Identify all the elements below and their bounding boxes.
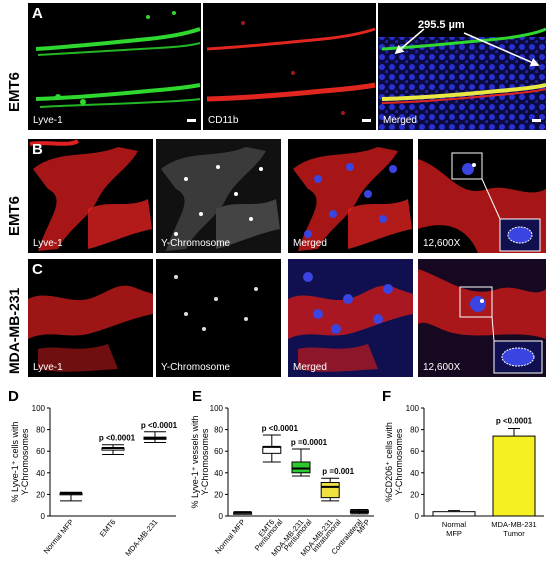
x-tick-label: MFP (446, 529, 462, 538)
distance-annotation: 295.5 µm (418, 19, 465, 31)
tile-label: Merged (293, 238, 327, 249)
bar (492, 435, 536, 517)
y-tick-label: 20 (214, 490, 223, 499)
micrograph-c-merged (288, 259, 413, 377)
box (320, 482, 340, 499)
micrograph-b-lyve1 (29, 139, 152, 251)
y-tick-label: 100 (406, 404, 420, 413)
tile-label: Merged (383, 115, 417, 126)
row-label-c: MDA-MB-231 (6, 287, 22, 374)
y-tick-label: 0 (41, 512, 46, 521)
chart-f: %CD206⁺ cells with Y-Chromosomes 0 20 40 60 80… (384, 404, 544, 538)
tile-c-merged: Merged (288, 259, 413, 377)
y-axis-label: Y-Chromosomes (394, 428, 404, 495)
tile-c-zoom: 12,600X (418, 259, 546, 377)
tile-a-merged: 295.5 µm Merged (378, 3, 546, 130)
scale-bar (532, 119, 541, 122)
micrograph-a-merged (378, 27, 546, 130)
micrograph-a-lyve1 (35, 11, 201, 108)
tile-label: Y-Chromosome (161, 362, 231, 373)
y-tick-label: 60 (214, 447, 223, 456)
y-axis-label: % Lyve-1⁺ cells with (10, 422, 20, 503)
y-tick-label: 0 (219, 512, 224, 521)
y-tick-label: 20 (410, 490, 419, 499)
y-tick-label: 40 (410, 469, 419, 478)
x-tick-label: Tumor (503, 529, 525, 538)
chart-e: % Lyve-1⁺ vessels with Y-Chromosomes 0 20 40… (190, 404, 374, 558)
box (291, 461, 311, 474)
row-label-a: EMT6 (6, 71, 23, 112)
micrograph-c-zoom (418, 259, 546, 377)
panel-letter-f: F (382, 388, 392, 405)
panel-letter-b: B (32, 141, 43, 158)
x-tick-label: Normal MFP (213, 518, 247, 556)
row-label-b: EMT6 (6, 195, 23, 236)
tile-a-lyve1: A Lyve-1 (28, 3, 201, 130)
y-axis-label: Y-Chromosomes (200, 428, 210, 495)
micrograph-c-lyve1 (28, 285, 153, 372)
tile-b-merged: Merged (288, 139, 413, 253)
x-tick-label: Normal (442, 520, 467, 529)
y-tick-label: 40 (36, 469, 45, 478)
scale-bar (187, 119, 196, 122)
tile-label: Lyve-1 (33, 238, 63, 249)
tile-label: 12,600X (423, 238, 461, 249)
y-tick-label: 80 (36, 426, 45, 435)
y-axis-label: % Lyve-1⁺ vessels with (190, 416, 200, 509)
panel-letter-c: C (32, 261, 43, 278)
tile-b-zoom: 12,600X (418, 139, 546, 253)
chart-d: % Lyve-1⁺ cells with Y-Chromosomes 0 20 40 60… (10, 404, 178, 559)
micrograph-c-ychrom (174, 275, 258, 331)
panel-letter-e: E (192, 388, 203, 405)
micrograph-b-ychrom (161, 147, 280, 251)
panel-c: MDA-MB-231 C Lyve-1 Y-Chromosome Merged (0, 256, 550, 380)
tile-b-lyve1: B Lyve-1 (28, 139, 153, 253)
x-tick-label: MDA-MB-231 (491, 520, 536, 529)
p-value-label: p =0.0001 (291, 438, 328, 447)
y-tick-label: 100 (210, 404, 224, 413)
y-axis-label: Y-Chromosomes (20, 428, 30, 495)
y-tick-label: 80 (410, 426, 419, 435)
y-tick-label: 40 (214, 469, 223, 478)
tile-b-ychrom: Y-Chromosome (156, 139, 281, 253)
tile-label: Merged (293, 362, 327, 373)
p-value-label: p <0.0001 (141, 421, 178, 430)
p-value-label: p =0.001 (322, 467, 354, 476)
tile-label: Lyve-1 (33, 362, 63, 373)
x-tick-label: EMT6 (98, 518, 118, 539)
panel-letter-d: D (8, 388, 19, 405)
tile-a-cd11b: CD11b (203, 3, 376, 130)
panel-a: EMT6 A Lyve-1 CD11b (0, 0, 550, 135)
scale-bar (362, 119, 371, 122)
y-tick-label: 20 (36, 490, 45, 499)
panel-b: EMT6 B Lyve-1 Y-Chromosome Merg (0, 136, 550, 256)
tile-label: 12,600X (423, 362, 461, 373)
micrograph-a-cd11b (206, 21, 376, 115)
panel-letter-a: A (32, 5, 43, 22)
x-tick-label: Normal MFP (42, 518, 76, 556)
tile-label: Lyve-1 (33, 115, 63, 126)
p-value-label: p <0.0001 (99, 434, 136, 443)
bar (432, 511, 476, 517)
micrograph-b-merged (293, 147, 412, 251)
x-tick-label: MDA-MB-231 (123, 518, 159, 559)
y-tick-label: 80 (214, 426, 223, 435)
y-tick-label: 0 (415, 512, 420, 521)
tile-c-ychrom: Y-Chromosome (156, 259, 281, 377)
tile-c-lyve1: C Lyve-1 (28, 259, 153, 377)
tile-label: Y-Chromosome (161, 238, 231, 249)
p-value-label: p <0.0001 (496, 417, 533, 426)
y-tick-label: 60 (410, 447, 419, 456)
y-axis-label: %CD206⁺ cells with (384, 422, 394, 502)
y-tick-label: 60 (36, 447, 45, 456)
micrograph-b-zoom (418, 152, 546, 253)
y-tick-label: 100 (32, 404, 46, 413)
p-value-label: p <0.0001 (262, 424, 299, 433)
tile-label: CD11b (208, 115, 239, 126)
